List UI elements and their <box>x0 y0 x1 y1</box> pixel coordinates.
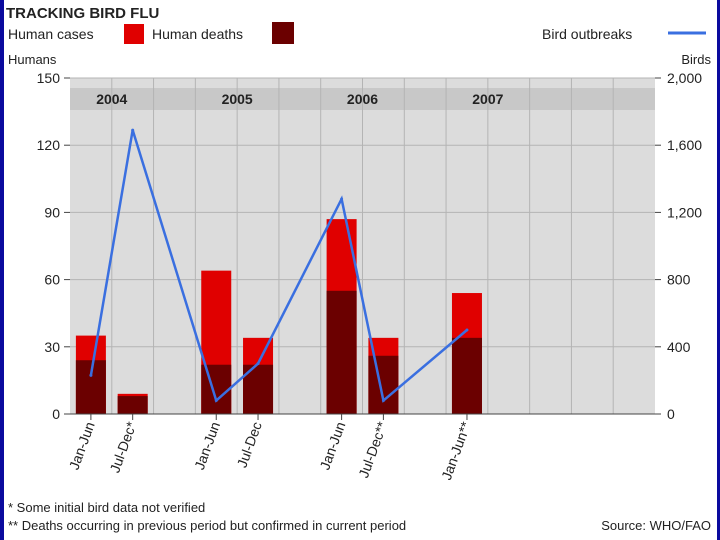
bar-human-deaths <box>326 290 357 414</box>
x-tick-label: Jul-Dec* <box>106 419 139 475</box>
y-tick-label-left: 60 <box>44 272 60 288</box>
y-tick-label-right: 1,600 <box>667 137 702 153</box>
x-tick-label: Jul-Dec <box>234 420 265 470</box>
bar-human-deaths <box>451 337 482 414</box>
y-tick-label-left: 120 <box>37 137 61 153</box>
y-tick-label-left: 150 <box>37 70 61 86</box>
legend-label-cases: Human cases <box>8 26 94 42</box>
y-tick-label-left: 90 <box>44 204 60 220</box>
point-bird-outbreaks <box>256 362 260 366</box>
y-tick-label-left: 30 <box>44 339 60 355</box>
bar-human-deaths <box>368 355 399 414</box>
x-tick-label: Jan-Jun** <box>438 419 474 482</box>
bar-human-deaths <box>117 396 148 414</box>
legend-swatch-deaths <box>272 22 294 44</box>
year-label: 2006 <box>347 91 378 107</box>
y-tick-label-right: 1,200 <box>667 204 702 220</box>
footnote-1: * Some initial bird data not verified <box>8 500 205 515</box>
year-label: 2004 <box>96 91 127 107</box>
x-tick-label: Jan-Jun <box>316 420 348 472</box>
bar-human-deaths <box>201 364 232 414</box>
legend-swatch-cases <box>124 24 144 44</box>
legend-label-deaths: Human deaths <box>152 26 243 42</box>
legend-label-birds: Bird outbreaks <box>542 26 632 42</box>
plot-area: 0 0 30 400 60 800 90 1,200 120 1,600 150 2,000 2004 2… <box>37 70 703 482</box>
y-tick-label-left: 0 <box>52 406 60 422</box>
point-bird-outbreaks <box>340 197 344 201</box>
x-tick-label: Jan-Jun <box>66 420 98 472</box>
point-bird-outbreaks <box>214 399 218 403</box>
x-tick-label: Jan-Jun <box>191 420 223 472</box>
y-tick-label-right: 800 <box>667 272 691 288</box>
point-bird-outbreaks <box>131 128 135 132</box>
source-note: Source: WHO/FAO <box>601 518 711 533</box>
y-tick-label-right: 2,000 <box>667 70 702 86</box>
point-bird-outbreaks <box>465 328 469 332</box>
point-bird-outbreaks <box>89 373 93 377</box>
y-axis-title-left: Humans <box>8 52 57 67</box>
footnote-2: ** Deaths occurring in previous period b… <box>8 518 406 533</box>
year-label: 2005 <box>222 91 253 107</box>
x-tick-label: Jul-Dec** <box>355 419 390 480</box>
y-axis-title-right: Birds <box>681 52 711 67</box>
point-bird-outbreaks <box>381 399 385 403</box>
chart-title: TRACKING BIRD FLU <box>6 5 159 22</box>
y-tick-label-right: 400 <box>667 339 691 355</box>
year-label: 2007 <box>472 91 503 107</box>
y-tick-label-right: 0 <box>667 406 675 422</box>
